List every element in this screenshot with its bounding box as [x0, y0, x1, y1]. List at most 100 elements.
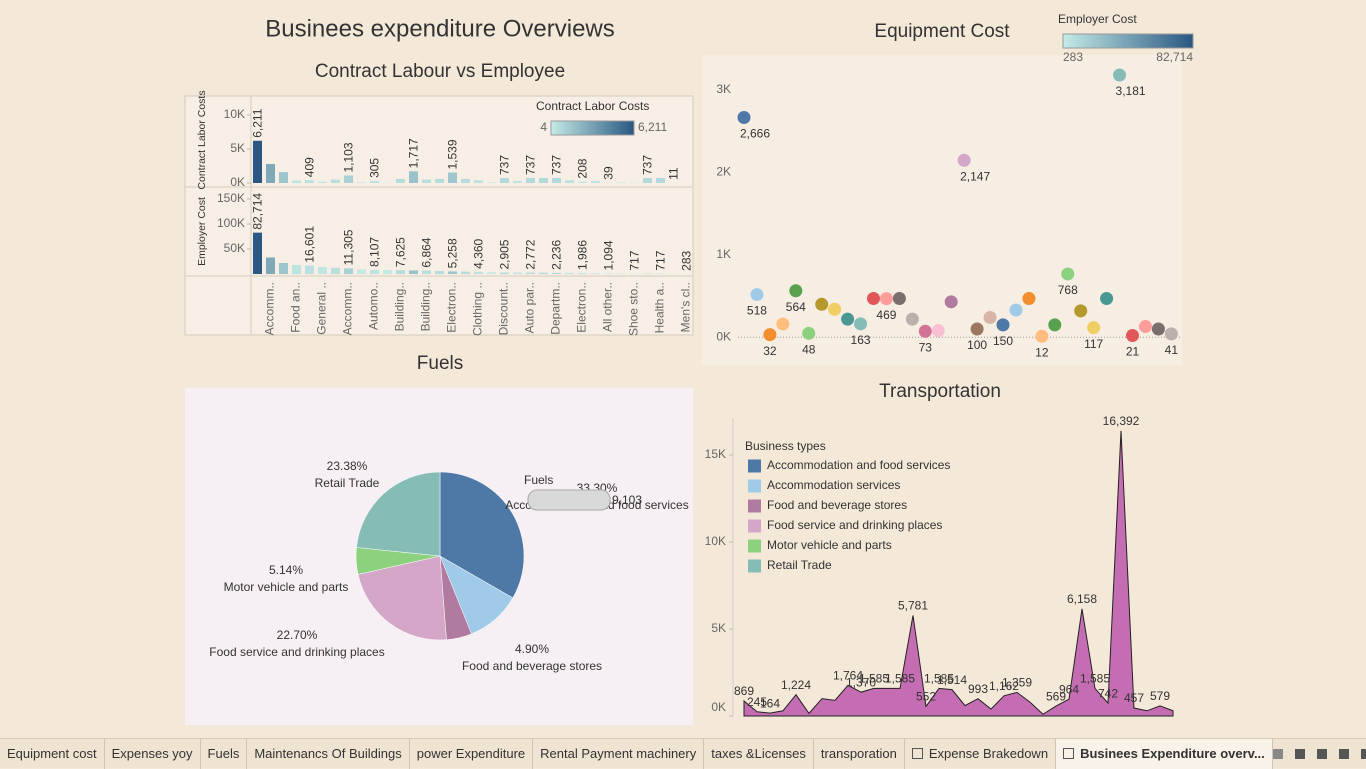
y-tick-label: 2K	[716, 165, 731, 179]
tab-label: transporation	[821, 746, 897, 761]
data-label: 742	[1098, 686, 1118, 700]
bar	[409, 270, 418, 274]
point	[880, 292, 893, 305]
legend-label: Food service and drinking places	[767, 518, 942, 532]
bar	[357, 270, 366, 275]
legend-swatch	[748, 520, 761, 533]
legend-title: Business types	[745, 439, 826, 453]
data-label: 1,585	[1080, 672, 1110, 686]
data-label: 564	[786, 300, 806, 314]
data-label: 717	[654, 250, 668, 270]
legend-label: 82,714	[1156, 50, 1193, 64]
x-tick-label: Clothing ..	[471, 282, 485, 336]
point	[789, 284, 802, 297]
bar	[279, 263, 288, 274]
y-tick-label: 1K	[716, 247, 731, 261]
bar	[617, 182, 626, 183]
x-tick-label: Electron..	[575, 282, 589, 333]
bar	[344, 176, 353, 183]
tab[interactable]: Equipment cost	[0, 739, 105, 769]
data-label: 117	[1084, 337, 1103, 351]
tab-label: Businees Expenditure overv...	[1080, 746, 1265, 761]
tab[interactable]: Expenses yoy	[105, 739, 201, 769]
tab[interactable]: power Expenditure	[410, 739, 533, 769]
control-button[interactable]	[1295, 749, 1305, 759]
bar	[487, 182, 496, 183]
legend-label: 283	[1063, 50, 1083, 64]
tab[interactable]: Businees Expenditure overv...	[1056, 739, 1273, 769]
tab[interactable]: Rental Payment machinery	[533, 739, 704, 769]
tab-label: Fuels	[208, 746, 240, 761]
bar	[526, 178, 535, 183]
x-tick-label: Health a..	[653, 282, 667, 333]
point	[776, 318, 789, 331]
y-tick-label: 0K	[711, 700, 726, 714]
point	[802, 327, 815, 340]
tab-controls[interactable]	[1273, 749, 1366, 759]
legend-label: Food and beverage stores	[767, 498, 907, 512]
bar	[474, 180, 483, 183]
data-label: 2,666	[740, 127, 770, 141]
tab[interactable]: Maintenancs Of Buildings	[247, 739, 409, 769]
data-label: 457	[1124, 691, 1144, 705]
y-axis-label: Employer Cost	[196, 197, 208, 266]
point	[1022, 292, 1035, 305]
bar	[500, 178, 509, 183]
legend-label: Accommodation and food services	[767, 458, 950, 472]
y-axis-label: Contract Labor Costs	[196, 90, 208, 189]
bar	[383, 270, 392, 274]
point	[893, 292, 906, 305]
data-label: 6,211	[251, 108, 265, 137]
data-label: 5,781	[898, 599, 928, 613]
legend-label: 4	[540, 120, 547, 134]
control-button[interactable]	[1273, 749, 1283, 759]
y-tick-label: 0K	[716, 329, 731, 343]
y-tick-label: 150K	[217, 191, 245, 205]
data-label: 737	[641, 155, 655, 175]
x-tick-label: Men's cl..	[679, 282, 693, 332]
dashboard: Businees expenditure Overviews Contract …	[0, 0, 1366, 738]
bar	[565, 273, 574, 274]
bar	[500, 273, 509, 274]
tab[interactable]: Expense Brakedown	[905, 739, 1056, 769]
data-label: 552	[916, 690, 936, 704]
data-label: 1,514	[937, 673, 967, 687]
data-label: 283	[680, 251, 694, 271]
point	[828, 303, 841, 316]
tab[interactable]: transporation	[814, 739, 905, 769]
legend-swatch	[748, 560, 761, 573]
data-label: 993	[968, 682, 988, 696]
tab[interactable]: Fuels	[201, 739, 248, 769]
bar	[539, 273, 548, 274]
control-button[interactable]	[1339, 749, 1349, 759]
bar	[409, 171, 418, 183]
chart-title: Transportation	[879, 381, 1001, 402]
tab-label: Maintenancs Of Buildings	[254, 746, 401, 761]
bar	[552, 178, 561, 183]
chart-title: Contract Labour vs Employee	[315, 61, 565, 82]
bar	[448, 271, 457, 274]
tab[interactable]: taxes &Licenses	[704, 739, 814, 769]
data-label: 1,094	[602, 240, 616, 270]
slice-value-label: 23.38%	[327, 459, 368, 473]
bar	[435, 179, 444, 183]
point	[1035, 330, 1048, 343]
legend-gradient	[1063, 34, 1193, 48]
bar	[591, 273, 600, 274]
slice-category-label: Retail Trade	[315, 476, 380, 490]
point	[867, 292, 880, 305]
point	[1152, 323, 1165, 336]
tooltip-box	[528, 490, 610, 510]
legend-swatch	[748, 480, 761, 493]
control-button[interactable]	[1317, 749, 1327, 759]
x-tick-label: Building..	[393, 282, 407, 331]
data-label: 21	[1126, 345, 1140, 359]
dashboard-title: Businees expenditure Overviews	[265, 15, 615, 42]
legend-swatch	[748, 540, 761, 553]
point	[1126, 329, 1139, 342]
bar	[461, 179, 470, 183]
tab-icon	[1063, 748, 1074, 759]
bar	[292, 265, 301, 274]
control-button[interactable]	[1361, 749, 1366, 759]
